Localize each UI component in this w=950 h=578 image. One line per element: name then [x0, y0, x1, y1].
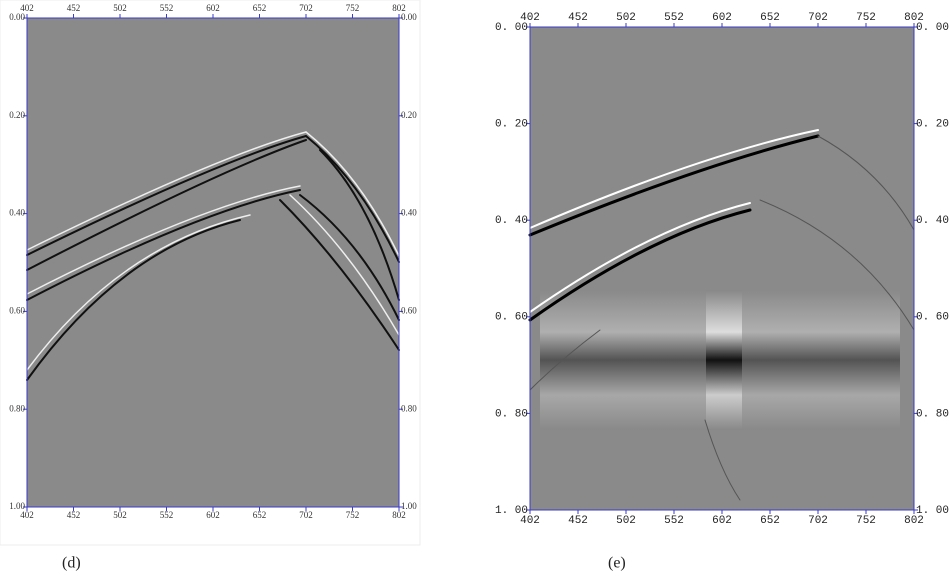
x-tick-label: 552 [664, 515, 684, 527]
x-tick-label: 452 [568, 515, 588, 527]
x-tick-label: 602 [206, 3, 220, 13]
y-tick-label: 0. 20 [916, 119, 949, 131]
x-tick-label: 502 [616, 12, 636, 24]
x-tick-label: 652 [253, 3, 267, 13]
x-tick-label: 752 [856, 515, 876, 527]
x-tick-label: 502 [113, 510, 127, 520]
x-tick-label: 552 [160, 510, 174, 520]
y-tick-label: 1. 00 [495, 505, 528, 517]
y-tick-label: 0.20 [401, 110, 417, 120]
y-tick-label: 0. 80 [495, 408, 528, 420]
y-tick-label: 0.00 [9, 12, 25, 22]
x-tick-label: 452 [568, 12, 588, 24]
x-tick-label: 652 [760, 515, 780, 527]
y-tick-label: 0.80 [401, 403, 417, 413]
x-tick-label: 702 [808, 515, 828, 527]
figure: (d) (e) 40240245245250250255255260260265… [0, 0, 950, 578]
x-tick-label: 702 [808, 12, 828, 24]
x-tick-label: 702 [299, 3, 313, 13]
y-tick-label: 0. 00 [495, 22, 528, 34]
y-tick-label: 1.00 [9, 501, 25, 511]
y-tick-label: 0.40 [9, 208, 25, 218]
x-tick-label: 752 [346, 510, 360, 520]
x-tick-label: 502 [616, 515, 636, 527]
x-tick-label: 452 [67, 510, 81, 520]
y-tick-label: 0. 40 [495, 215, 528, 227]
x-tick-label: 752 [346, 3, 360, 13]
x-tick-label: 652 [253, 510, 267, 520]
caption: (e) [608, 555, 626, 572]
y-tick-label: 0. 60 [916, 312, 949, 324]
y-tick-label: 0. 40 [916, 215, 949, 227]
x-tick-label: 802 [392, 510, 406, 520]
page: (d) (e) 40240245245250250255255260260265… [0, 0, 950, 578]
y-tick-label: 0.60 [9, 305, 25, 315]
x-tick-label: 602 [206, 510, 220, 520]
seismic-image [27, 18, 399, 507]
x-tick-label: 752 [856, 12, 876, 24]
y-tick-label: 0.20 [9, 110, 25, 120]
y-tick-label: 1. 00 [916, 505, 949, 517]
y-tick-label: 0. 60 [495, 312, 528, 324]
y-tick-label: 0. 00 [916, 22, 949, 34]
x-tick-label: 402 [20, 510, 34, 520]
x-tick-label: 652 [760, 12, 780, 24]
caption: (d) [62, 555, 81, 572]
y-tick-label: 0.40 [401, 208, 417, 218]
y-tick-label: 0. 80 [916, 408, 949, 420]
x-tick-label: 502 [113, 3, 127, 13]
x-tick-label: 602 [712, 515, 732, 527]
x-tick-label: 602 [712, 12, 732, 24]
seismic-image [530, 27, 914, 510]
y-tick-label: 0. 20 [495, 119, 528, 131]
y-tick-label: 0.60 [401, 305, 417, 315]
x-tick-label: 702 [299, 510, 313, 520]
x-tick-label: 452 [67, 3, 81, 13]
x-tick-label: 552 [160, 3, 174, 13]
y-tick-label: 1.00 [401, 501, 417, 511]
x-tick-label: 552 [664, 12, 684, 24]
y-tick-label: 0.80 [9, 403, 25, 413]
y-tick-label: 0.00 [401, 12, 417, 22]
